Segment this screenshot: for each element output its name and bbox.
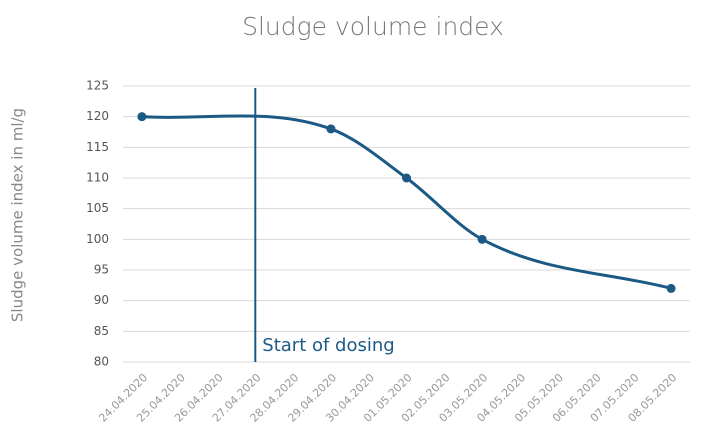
y-tick-label: 85	[94, 324, 109, 338]
y-tick-label: 125	[86, 79, 109, 93]
y-tick-label: 90	[94, 293, 109, 307]
y-tick-label: 105	[86, 201, 109, 215]
annotation-label: Start of dosing	[262, 335, 394, 356]
point	[666, 283, 676, 293]
y-axis-label: Sludge volume index in ml/g	[9, 108, 27, 322]
y-tick-label: 100	[86, 232, 109, 246]
point	[326, 124, 336, 134]
point	[137, 112, 147, 122]
y-tick-label: 120	[86, 109, 109, 123]
y-tick-label: 80	[94, 355, 109, 369]
line	[141, 114, 672, 290]
y-tick-label: 110	[86, 171, 109, 185]
y-tick-label: 95	[94, 263, 109, 277]
point	[477, 234, 487, 244]
y-tick-label: 115	[86, 140, 109, 154]
point	[402, 173, 411, 183]
chart-title: Sludge volume index	[242, 12, 504, 41]
